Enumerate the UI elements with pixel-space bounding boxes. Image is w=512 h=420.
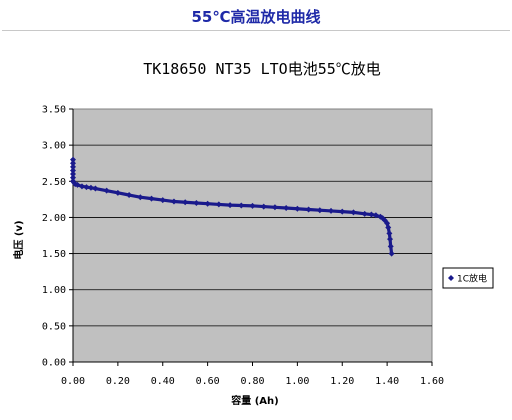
data-point xyxy=(83,184,90,191)
y-tick-label: 0.50 xyxy=(42,321,66,332)
data-point xyxy=(283,205,290,212)
data-point xyxy=(387,243,394,250)
data-point xyxy=(70,160,76,167)
data-point xyxy=(368,211,375,218)
x-tick-label: 1.20 xyxy=(330,376,354,387)
data-point xyxy=(70,163,76,170)
data-point xyxy=(103,187,110,194)
data-point xyxy=(70,174,76,181)
data-point xyxy=(70,171,76,178)
chart-frame xyxy=(2,30,510,419)
data-point xyxy=(92,185,99,192)
x-tick-label: 1.40 xyxy=(375,376,399,387)
data-point xyxy=(294,205,301,212)
data-point xyxy=(305,206,312,213)
data-point xyxy=(148,195,155,202)
x-axis-label: 容量 (Ah) xyxy=(230,394,278,407)
data-point xyxy=(114,189,121,196)
data-point xyxy=(316,207,323,214)
data-point xyxy=(170,198,177,205)
legend-label: 1C放电 xyxy=(457,273,487,285)
data-point xyxy=(193,199,200,206)
data-point xyxy=(215,201,222,208)
x-tick-label: 0.60 xyxy=(196,376,220,387)
data-point xyxy=(227,202,234,209)
y-axis-label: 电压 (v) xyxy=(12,220,25,259)
data-point xyxy=(70,156,76,163)
x-tick-label: 1.60 xyxy=(420,376,444,387)
data-point xyxy=(260,203,267,210)
legend-box xyxy=(442,267,494,289)
data-point xyxy=(204,200,211,207)
data-point xyxy=(271,204,278,211)
y-tick-label: 3.00 xyxy=(42,141,66,152)
x-tick-label: 0.40 xyxy=(151,376,175,387)
y-tick-label: 2.50 xyxy=(42,177,66,188)
y-tick-label: 1.00 xyxy=(42,285,66,296)
data-point xyxy=(70,167,76,174)
y-tick-label: 2.00 xyxy=(42,213,66,224)
data-point xyxy=(182,199,189,206)
data-point xyxy=(385,224,392,231)
data-point xyxy=(137,194,144,201)
data-point xyxy=(238,202,245,209)
data-point xyxy=(74,181,81,188)
x-tick-label: 0.80 xyxy=(240,376,264,387)
data-point xyxy=(78,183,85,190)
chart-title: TK18650 NT35 LTO电池55℃放电 xyxy=(143,60,381,78)
data-point xyxy=(388,250,395,257)
data-point xyxy=(387,236,394,243)
data-point xyxy=(87,184,94,191)
data-point xyxy=(350,209,357,216)
page-title: 55℃高温放电曲线 xyxy=(191,8,321,26)
y-tick-label: 0.00 xyxy=(42,358,66,369)
x-tick-label: 0.00 xyxy=(61,376,85,387)
data-point xyxy=(328,207,335,214)
data-point xyxy=(339,208,346,215)
data-point xyxy=(159,197,166,204)
data-point xyxy=(372,212,379,219)
data-point xyxy=(361,210,368,217)
x-tick-label: 0.20 xyxy=(106,376,130,387)
y-tick-label: 1.50 xyxy=(42,249,66,260)
data-point xyxy=(126,192,133,199)
x-tick-label: 1.00 xyxy=(285,376,309,387)
data-point xyxy=(386,230,393,237)
plot-area xyxy=(72,108,433,363)
data-point xyxy=(384,220,391,227)
legend-marker xyxy=(448,275,454,281)
data-point xyxy=(249,202,256,209)
y-tick-label: 3.50 xyxy=(42,105,66,116)
